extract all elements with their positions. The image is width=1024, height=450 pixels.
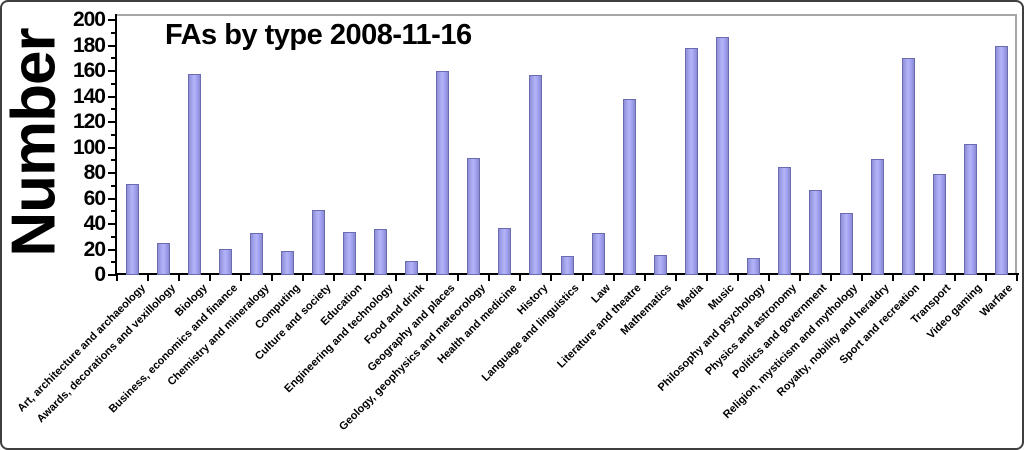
bar-19 <box>685 48 698 275</box>
x-tick <box>706 275 708 281</box>
x-tick <box>985 275 987 281</box>
x-tick <box>923 275 925 281</box>
bar-8 <box>343 232 356 275</box>
bar-2 <box>157 243 170 275</box>
y-axis-line <box>115 14 117 275</box>
bar-12 <box>467 158 480 275</box>
plot-area <box>117 14 1017 275</box>
bar-29 <box>995 46 1008 275</box>
bar-25 <box>871 159 884 275</box>
y-minor-tick <box>111 32 116 34</box>
x-tick <box>1016 275 1018 281</box>
bar-16 <box>592 233 605 275</box>
x-tick <box>644 275 646 281</box>
x-tick <box>861 275 863 281</box>
y-tick-label: 60 <box>83 187 106 210</box>
bar-3 <box>188 74 201 275</box>
bar-7 <box>312 210 325 275</box>
bar-21 <box>747 258 760 275</box>
x-tick <box>737 275 739 281</box>
x-tick <box>954 275 956 281</box>
x-tick <box>582 275 584 281</box>
y-minor-tick <box>111 236 116 238</box>
y-minor-tick <box>111 159 116 161</box>
x-tick <box>799 275 801 281</box>
x-tick <box>426 275 428 281</box>
x-tick <box>271 275 273 281</box>
y-tick-label: 100 <box>72 136 106 159</box>
y-tick-label: 40 <box>83 212 106 235</box>
x-tick <box>457 275 459 281</box>
y-major-tick <box>108 19 116 21</box>
x-tick <box>209 275 211 281</box>
y-minor-tick <box>111 83 116 85</box>
y-minor-tick <box>111 108 116 110</box>
x-tick <box>240 275 242 281</box>
y-major-tick <box>108 223 116 225</box>
bar-14 <box>529 75 542 275</box>
bar-4 <box>219 249 232 275</box>
y-tick-label: 120 <box>72 110 106 133</box>
y-tick-label: 140 <box>72 85 106 108</box>
y-major-tick <box>108 198 116 200</box>
bar-15 <box>561 256 574 275</box>
y-major-tick <box>108 45 116 47</box>
y-tick-label: 200 <box>72 8 106 31</box>
bar-20 <box>716 37 729 275</box>
x-tick <box>675 275 677 281</box>
x-tick <box>550 275 552 281</box>
y-major-tick <box>108 96 116 98</box>
x-tick <box>364 275 366 281</box>
y-minor-tick <box>111 261 116 263</box>
bar-24 <box>840 213 853 275</box>
x-tick <box>768 275 770 281</box>
x-tick <box>178 275 180 281</box>
bar-11 <box>436 71 449 275</box>
y-tick-label: 80 <box>83 161 106 184</box>
bar-17 <box>623 99 636 275</box>
x-tick <box>613 275 615 281</box>
bar-22 <box>778 167 791 275</box>
y-major-tick <box>108 172 116 174</box>
bar-28 <box>964 144 977 275</box>
y-minor-tick <box>111 57 116 59</box>
x-tick <box>830 275 832 281</box>
y-tick-label: 0 <box>94 263 106 286</box>
bar-6 <box>281 251 294 275</box>
y-tick-label: 160 <box>72 59 106 82</box>
bar-18 <box>654 255 667 275</box>
y-major-tick <box>108 121 116 123</box>
x-tick <box>147 275 149 281</box>
x-tick <box>116 275 118 281</box>
y-major-tick <box>108 249 116 251</box>
y-major-tick <box>108 70 116 72</box>
x-tick <box>519 275 521 281</box>
bar-10 <box>405 261 418 275</box>
bar-5 <box>250 233 263 275</box>
x-tick <box>892 275 894 281</box>
bar-13 <box>498 228 511 275</box>
y-minor-tick <box>111 134 116 136</box>
bar-1 <box>126 184 139 275</box>
y-major-tick <box>108 147 116 149</box>
bar-23 <box>809 190 822 275</box>
y-major-tick <box>108 274 116 276</box>
y-tick-label: 180 <box>72 34 106 57</box>
x-tick <box>395 275 397 281</box>
x-tick <box>488 275 490 281</box>
y-tick-label: 20 <box>83 238 106 261</box>
y-minor-tick <box>111 185 116 187</box>
x-tick <box>333 275 335 281</box>
bar-9 <box>374 229 387 275</box>
x-tick <box>302 275 304 281</box>
y-minor-tick <box>111 210 116 212</box>
chart-title: FAs by type 2008-11-16 <box>165 19 472 51</box>
bar-26 <box>902 58 915 275</box>
bar-27 <box>933 174 946 275</box>
